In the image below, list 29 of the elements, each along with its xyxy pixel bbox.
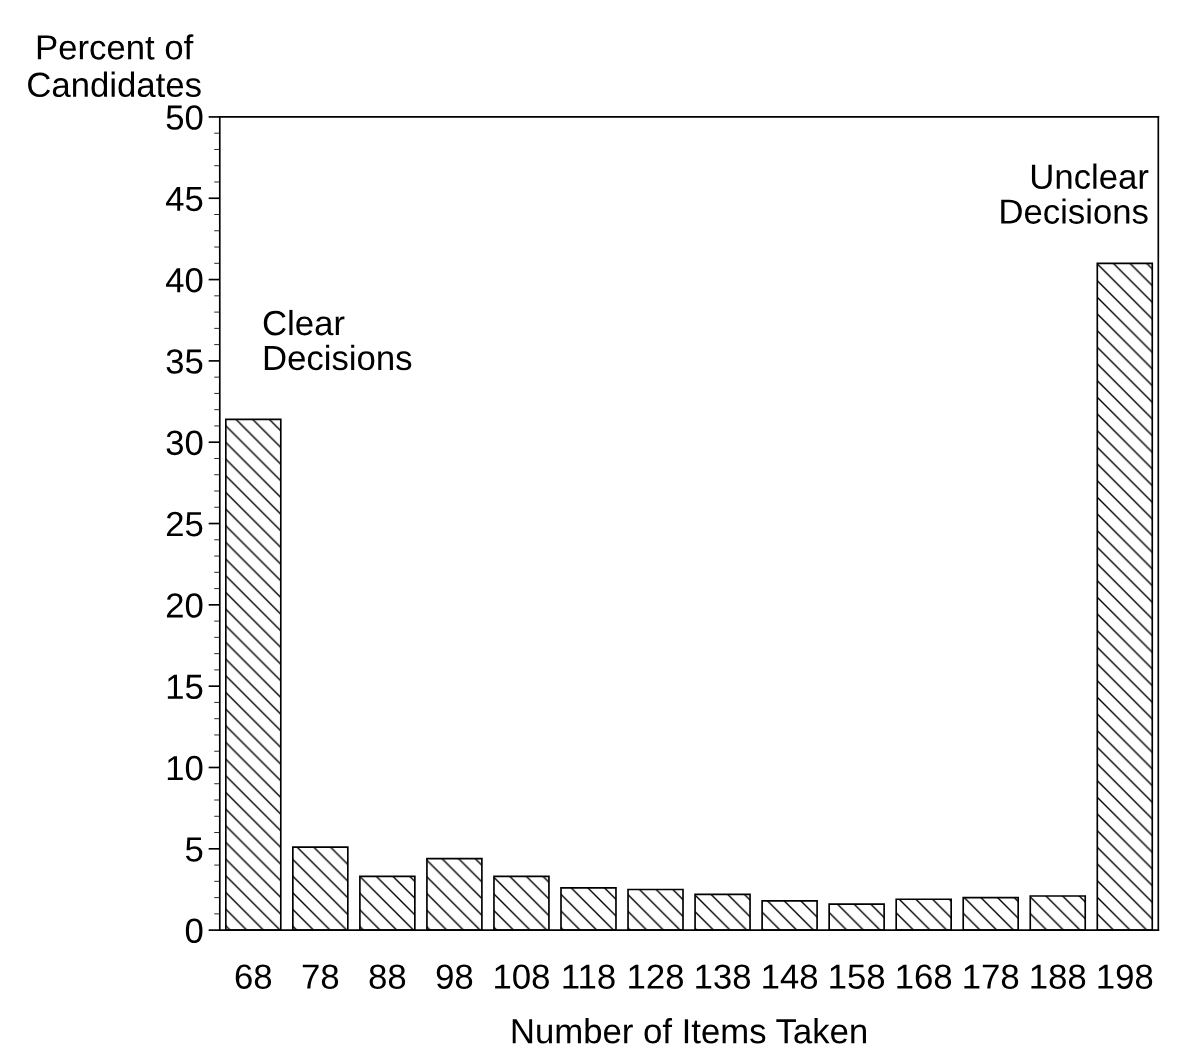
- y-tick-label: 35: [166, 349, 203, 374]
- y-axis-title: Percent of Candidates: [28, 34, 201, 98]
- x-tick-label: 148: [763, 964, 818, 989]
- y-tick-label: 0: [185, 918, 203, 944]
- y-tick-label: 10: [167, 755, 203, 781]
- x-tick-label: 158: [830, 964, 885, 989]
- x-tick-label: 78: [302, 964, 339, 989]
- x-tick-label: 138: [696, 964, 751, 989]
- x-tick-label: 98: [436, 964, 473, 989]
- y-tick-label: 15: [167, 674, 203, 700]
- y-tick-label: 5: [185, 837, 203, 862]
- x-tick-label: 88: [369, 964, 406, 989]
- x-tick-label: 168: [897, 964, 952, 989]
- x-axis-title: Number of Items Taken: [512, 1018, 866, 1044]
- y-tick-label: 40: [165, 267, 203, 293]
- y-tick-label: 20: [166, 593, 203, 618]
- y-tick-label: 50: [166, 105, 203, 130]
- x-tick-label: 128: [629, 964, 683, 989]
- x-tick-label: 108: [495, 964, 549, 989]
- x-tick-label: 68: [235, 964, 272, 989]
- x-tick-label: 188: [1031, 964, 1086, 989]
- x-tick-label: 198: [1098, 964, 1153, 989]
- annotation: Unclear Decisions: [1001, 163, 1149, 224]
- y-tick-label: 25: [166, 511, 203, 537]
- x-tick-label: 118: [563, 964, 615, 989]
- annotation: Clear Decisions: [263, 309, 412, 371]
- y-tick-label: 30: [166, 430, 203, 456]
- y-tick-label: 45: [165, 186, 203, 212]
- x-tick-label: 178: [964, 964, 1019, 989]
